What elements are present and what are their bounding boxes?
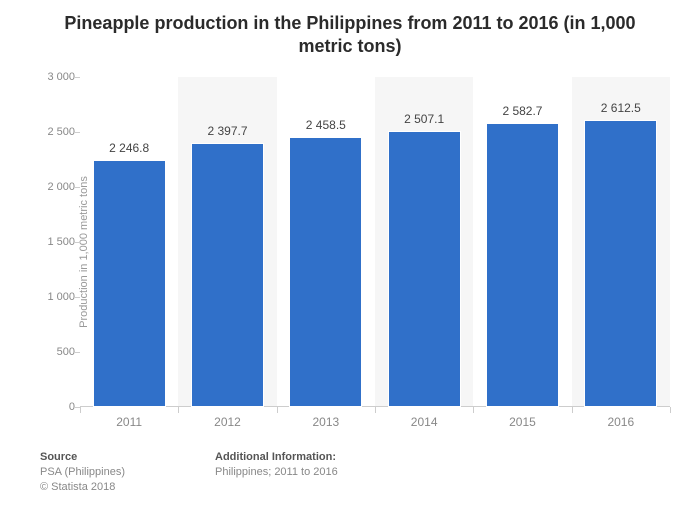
bar-value-label: 2 458.5 [306, 118, 346, 132]
x-tick-mark [80, 407, 81, 413]
chart-area: Production in 1,000 metric tons 05001 00… [0, 57, 700, 447]
x-tick-label: 2014 [375, 409, 473, 439]
x-tick-mark [277, 407, 278, 413]
y-tick-label: 3 000 [35, 71, 75, 83]
info-heading: Additional Information: [215, 451, 338, 463]
bar-slot: 2 458.5 [277, 77, 375, 407]
bar: 2 246.8 [93, 160, 166, 407]
x-tick-label: 2015 [473, 409, 571, 439]
bar-value-label: 2 397.7 [207, 124, 247, 138]
y-tick-label: 1 500 [35, 236, 75, 248]
bar: 2 582.7 [486, 123, 559, 407]
x-tick-mark [473, 407, 474, 413]
bar-slot: 2 246.8 [80, 77, 178, 407]
source-heading: Source [40, 451, 125, 463]
chart-footer: Source PSA (Philippines) © Statista 2018… [0, 447, 700, 495]
bar-value-label: 2 246.8 [109, 141, 149, 155]
plot-area: 05001 0001 5002 0002 5003 000 2 246.82 3… [80, 77, 670, 407]
info-line: Philippines; 2011 to 2016 [215, 465, 338, 480]
bar-slot: 2 612.5 [572, 77, 670, 407]
y-tick-label: 2 000 [35, 181, 75, 193]
y-tick-label: 500 [35, 346, 75, 358]
bar-value-label: 2 507.1 [404, 112, 444, 126]
bars-container: 2 246.8 2 397.7 2 458.5 2 507.1 2 582.7 2 612… [80, 77, 670, 407]
bar: 2 507.1 [388, 131, 461, 407]
x-tick-mark [178, 407, 179, 413]
chart-title: Pineapple production in the Philippines … [0, 0, 700, 57]
bar-value-label: 2 612.5 [601, 101, 641, 115]
x-tick-label: 2013 [277, 409, 375, 439]
bar: 2 612.5 [584, 120, 657, 407]
bar-value-label: 2 582.7 [502, 104, 542, 118]
x-tick-label: 2011 [80, 409, 178, 439]
bar: 2 458.5 [289, 137, 362, 407]
y-tick-label: 2 500 [35, 126, 75, 138]
x-tick-label: 2016 [572, 409, 670, 439]
x-tick-label: 2012 [178, 409, 276, 439]
x-tick-mark [572, 407, 573, 413]
y-tick-label: 0 [35, 401, 75, 413]
x-tick-mark [375, 407, 376, 413]
bar-slot: 2 582.7 [473, 77, 571, 407]
bar: 2 397.7 [191, 143, 264, 407]
y-tick-label: 1 000 [35, 291, 75, 303]
source-block: Source PSA (Philippines) © Statista 2018 [40, 451, 125, 495]
source-line: © Statista 2018 [40, 480, 125, 495]
x-tick-mark [670, 407, 671, 413]
x-axis-labels: 201120122013201420152016 [80, 409, 670, 439]
bar-slot: 2 397.7 [178, 77, 276, 407]
info-block: Additional Information: Philippines; 201… [215, 451, 338, 495]
source-line: PSA (Philippines) [40, 465, 125, 480]
bar-slot: 2 507.1 [375, 77, 473, 407]
